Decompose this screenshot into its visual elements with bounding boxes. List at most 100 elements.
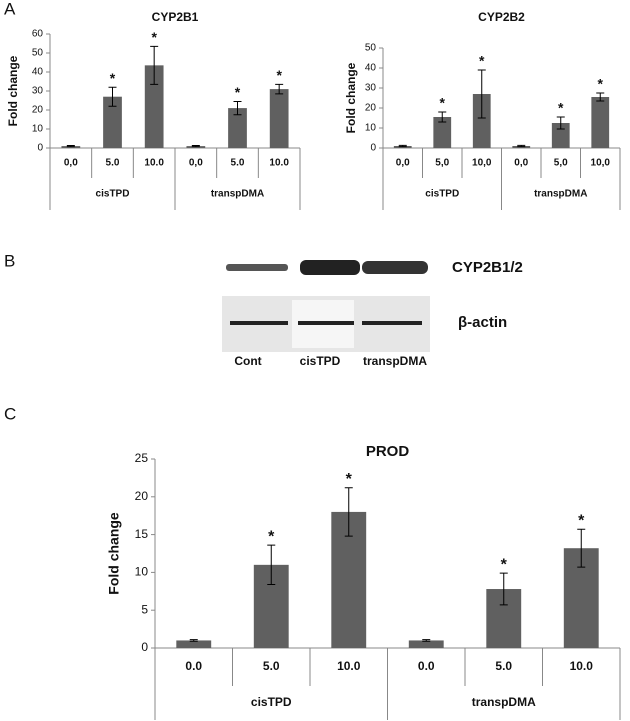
- y-tick-label: 50: [365, 43, 377, 54]
- error-bar: [596, 92, 605, 102]
- bar: [472, 94, 491, 148]
- y-tick-label: 40: [32, 67, 44, 78]
- y-axis-label: Fold change: [6, 55, 20, 126]
- x-tick-label: 0,0: [64, 158, 78, 169]
- error-bar: [191, 145, 200, 148]
- bar: [176, 640, 212, 648]
- significance-marker: *: [440, 95, 446, 111]
- significance-marker: *: [501, 556, 508, 573]
- bar: [591, 97, 610, 148]
- group-label: cisTPD: [96, 189, 130, 200]
- chart-title: CYP2B1: [152, 10, 199, 24]
- x-tick-label: 10.0: [570, 659, 594, 673]
- error-bar: [517, 144, 526, 148]
- x-tick-label: 10,0: [591, 158, 611, 169]
- x-tick-label: 5,0: [435, 158, 449, 169]
- error-bar: [108, 86, 117, 107]
- error-bar: [267, 544, 276, 585]
- y-tick-label: 30: [32, 86, 44, 97]
- chart-title: PROD: [366, 443, 410, 460]
- panel-label: C: [4, 404, 16, 423]
- x-tick-label: 0,0: [514, 158, 528, 169]
- significance-marker: *: [578, 513, 585, 530]
- significance-marker: *: [268, 528, 275, 545]
- error-bar: [398, 144, 407, 148]
- lane-label: transpDMA: [363, 354, 427, 368]
- y-tick-label: 20: [32, 105, 44, 116]
- group-label: transpDMA: [211, 189, 264, 200]
- y-tick-label: 0: [370, 143, 376, 154]
- error-bar: [422, 639, 431, 642]
- band: [362, 321, 422, 325]
- error-bar: [438, 111, 447, 123]
- y-tick-label: 30: [365, 83, 377, 94]
- error-bar: [556, 116, 565, 130]
- bar: [144, 65, 164, 148]
- y-tick-label: 0: [37, 143, 43, 154]
- x-tick-label: 0,0: [189, 158, 203, 169]
- y-tick-label: 15: [135, 527, 149, 541]
- x-tick-label: 10.0: [337, 659, 361, 673]
- x-tick-label: 5.0: [263, 659, 280, 673]
- y-tick-label: 50: [32, 48, 44, 59]
- y-tick-label: 10: [135, 565, 149, 579]
- bar: [103, 96, 122, 148]
- blot-label: β-actin: [458, 314, 507, 331]
- y-axis-label: Fold change: [344, 62, 358, 133]
- y-tick-label: 5: [141, 602, 148, 616]
- lane-label: cisTPD: [300, 354, 341, 368]
- significance-marker: *: [558, 100, 564, 116]
- y-tick-label: 25: [135, 451, 149, 465]
- x-tick-label: 5,0: [554, 158, 568, 169]
- error-bar: [477, 69, 486, 119]
- error-bar: [66, 145, 75, 148]
- bar: [408, 640, 444, 648]
- bar: [228, 108, 247, 148]
- x-tick-label: 10.0: [269, 158, 289, 169]
- band: [230, 321, 288, 325]
- y-axis-label: Fold change: [106, 512, 122, 595]
- panel-label: B: [4, 251, 15, 270]
- western-blot: CYP2B1/2 β-actin Cont cisTPD transpDMA: [222, 259, 523, 368]
- error-bar: [275, 83, 284, 95]
- chart-title: CYP2B2: [478, 10, 525, 24]
- x-tick-label: 5.0: [231, 158, 245, 169]
- x-tick-label: 0.0: [418, 659, 435, 673]
- y-tick-label: 40: [365, 63, 377, 74]
- group-label: cisTPD: [425, 189, 459, 200]
- y-tick-label: 60: [32, 29, 44, 40]
- bar: [551, 123, 570, 148]
- band: [362, 261, 428, 274]
- band: [226, 264, 288, 271]
- x-tick-label: 10.0: [144, 158, 164, 169]
- group-label: transpDMA: [534, 189, 587, 200]
- significance-marker: *: [276, 67, 282, 83]
- group-label: transpDMA: [472, 695, 536, 709]
- panel-label: A: [4, 0, 16, 18]
- significance-marker: *: [346, 471, 353, 488]
- x-tick-label: 10,0: [472, 158, 492, 169]
- band: [300, 260, 360, 275]
- x-tick-label: 0,0: [396, 158, 410, 169]
- error-bar: [150, 45, 159, 85]
- significance-marker: *: [598, 76, 604, 92]
- y-tick-label: 20: [365, 103, 377, 114]
- significance-marker: *: [235, 84, 241, 100]
- error-bar: [344, 487, 353, 537]
- lane-label: Cont: [234, 354, 261, 368]
- x-tick-label: 0.0: [185, 659, 202, 673]
- error-bar: [577, 528, 586, 568]
- band: [298, 321, 354, 325]
- y-tick-label: 10: [32, 124, 44, 135]
- significance-marker: *: [479, 53, 485, 69]
- error-bar: [499, 572, 508, 606]
- group-label: cisTPD: [251, 695, 292, 709]
- significance-marker: *: [110, 70, 116, 86]
- bar: [433, 117, 452, 148]
- y-tick-label: 0: [141, 640, 148, 654]
- y-tick-label: 10: [365, 123, 377, 134]
- error-bar: [189, 639, 198, 642]
- blot-label: CYP2B1/2: [452, 259, 523, 276]
- error-bar: [233, 100, 242, 116]
